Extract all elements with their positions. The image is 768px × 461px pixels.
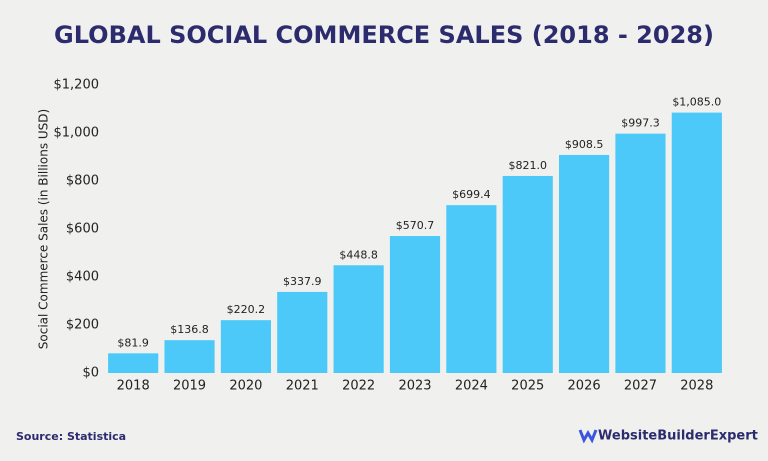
- x-tick-label: 2023: [398, 379, 431, 394]
- y-axis-label: Social Commerce Sales (in Billions USD): [37, 109, 51, 349]
- value-label: $220.2: [227, 303, 266, 316]
- bar: [333, 265, 384, 373]
- x-tick-label: 2024: [455, 379, 488, 394]
- y-tick-label: $1,200: [54, 78, 100, 93]
- value-label: $337.9: [283, 275, 322, 288]
- value-label: $448.8: [339, 248, 378, 261]
- bar: [559, 154, 610, 373]
- value-label: $136.8: [170, 323, 209, 336]
- chart-title: GLOBAL SOCIAL COMMERCE SALES (2018 - 202…: [54, 21, 714, 49]
- x-tick-label: 2018: [117, 379, 150, 394]
- y-tick-label: $200: [66, 318, 99, 333]
- bar: [502, 175, 553, 373]
- x-tick-label: 2026: [568, 379, 601, 394]
- x-tick-label: 2020: [229, 379, 262, 394]
- value-label: $821.0: [508, 159, 547, 172]
- y-tick-label: $800: [66, 174, 99, 189]
- value-label: $81.9: [117, 336, 149, 349]
- value-label: $570.7: [396, 219, 435, 232]
- x-tick-label: 2028: [680, 379, 713, 394]
- x-tick-label: 2019: [173, 379, 206, 394]
- value-label: $699.4: [452, 188, 491, 201]
- bar: [446, 205, 497, 373]
- x-tick-label: 2025: [511, 379, 544, 394]
- value-label: $1,085.0: [672, 96, 721, 109]
- bar: [671, 112, 722, 373]
- value-label: $997.3: [621, 117, 660, 130]
- bar: [108, 353, 159, 373]
- y-tick-label: $600: [66, 222, 99, 237]
- y-tick-label: $400: [66, 270, 99, 285]
- y-tick-label: $0: [82, 366, 99, 381]
- y-tick-label: $1,000: [54, 126, 100, 141]
- x-tick-label: 2027: [624, 379, 657, 394]
- bar: [277, 291, 328, 373]
- bar: [220, 320, 271, 373]
- x-tick-label: 2022: [342, 379, 375, 394]
- bar: [164, 340, 215, 373]
- brand: WebsiteBuilderExpert: [598, 429, 758, 444]
- x-tick-label: 2021: [286, 379, 319, 394]
- value-label: $908.5: [565, 138, 604, 151]
- bar: [615, 133, 666, 373]
- brand-icon: [578, 429, 598, 444]
- source: Source: Statistica: [16, 430, 126, 443]
- bar: [389, 236, 441, 373]
